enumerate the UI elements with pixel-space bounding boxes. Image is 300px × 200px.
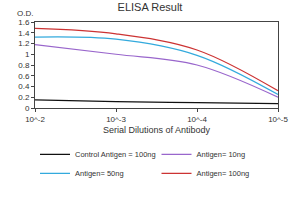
svg-text:10^-5: 10^-5 [268,115,288,124]
svg-text:0: 0 [25,104,30,113]
svg-text:0.6: 0.6 [18,72,30,81]
svg-text:10^-2: 10^-2 [25,115,45,124]
svg-text:1.6: 1.6 [18,18,30,27]
svg-text:0.8: 0.8 [18,61,30,70]
svg-text:10^-4: 10^-4 [187,115,207,124]
svg-text:1.2: 1.2 [18,39,30,48]
svg-text:Serial Dilutions of Antibody: Serial Dilutions of Antibody [103,125,211,135]
svg-text:O.D.: O.D. [17,9,33,18]
svg-text:Antigen= 50ng: Antigen= 50ng [75,169,124,178]
svg-text:10^-3: 10^-3 [106,115,126,124]
svg-text:1: 1 [25,50,30,59]
svg-text:Antigen= 10ng: Antigen= 10ng [197,150,246,159]
svg-text:Antigen= 100ng: Antigen= 100ng [197,169,250,178]
svg-text:ELISA Result: ELISA Result [118,1,183,13]
svg-text:0.2: 0.2 [18,93,30,102]
svg-text:Control Antigen = 100ng: Control Antigen = 100ng [75,150,156,159]
svg-text:0.4: 0.4 [18,82,30,91]
svg-text:1.4: 1.4 [18,29,30,38]
